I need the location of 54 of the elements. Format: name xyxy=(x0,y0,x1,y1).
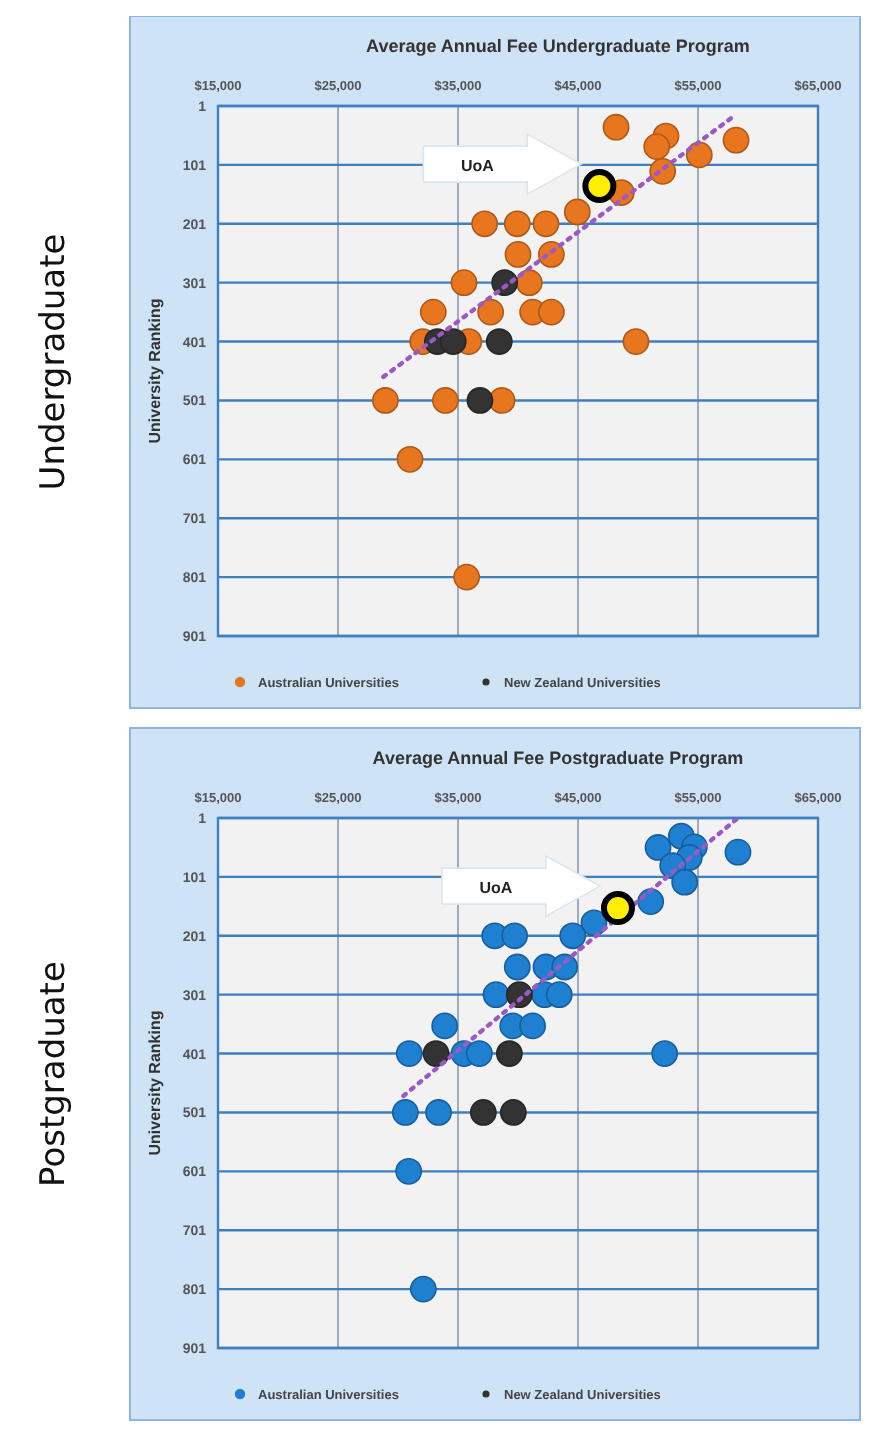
point xyxy=(501,922,529,950)
text: Undergraduate xyxy=(34,233,74,491)
point xyxy=(395,1157,423,1185)
point xyxy=(495,1040,523,1067)
point xyxy=(499,1099,527,1126)
point xyxy=(395,1040,423,1067)
point xyxy=(465,1040,493,1067)
point xyxy=(431,1012,459,1040)
point xyxy=(545,981,573,1009)
chart-title: Average Annual Fee Postgraduate Program xyxy=(372,748,744,768)
point xyxy=(644,834,672,861)
y-axis-title: University Ranking xyxy=(146,298,164,444)
point xyxy=(685,141,713,169)
annotation: UoA xyxy=(460,157,495,176)
point xyxy=(422,1040,450,1067)
point xyxy=(409,1275,437,1303)
point xyxy=(469,1099,497,1126)
point xyxy=(600,891,635,926)
point xyxy=(563,198,591,226)
point xyxy=(602,113,630,141)
point xyxy=(439,328,467,355)
point xyxy=(532,210,560,238)
point xyxy=(466,387,494,414)
point xyxy=(372,387,399,414)
point xyxy=(503,210,531,238)
text: Postgraduate xyxy=(34,961,74,1187)
y-axis-title: University Ranking xyxy=(146,1010,164,1156)
point xyxy=(722,126,750,154)
point xyxy=(503,953,531,981)
point xyxy=(432,387,459,414)
point xyxy=(515,269,543,297)
point xyxy=(450,269,478,297)
point xyxy=(651,1040,679,1067)
point xyxy=(453,563,481,591)
point xyxy=(488,387,516,414)
point xyxy=(519,1012,547,1040)
point xyxy=(643,133,671,161)
point xyxy=(471,210,499,238)
point xyxy=(477,298,505,326)
point xyxy=(419,298,447,326)
chart-title: Average Annual Fee Undergraduate Program xyxy=(366,36,750,56)
point xyxy=(582,169,617,204)
point xyxy=(622,328,650,355)
point xyxy=(482,981,510,1009)
annotation: UoA xyxy=(479,879,513,898)
point xyxy=(396,445,424,473)
point xyxy=(537,298,565,326)
point xyxy=(391,1099,419,1126)
point xyxy=(671,868,699,896)
point xyxy=(504,241,532,268)
point xyxy=(485,328,513,355)
point xyxy=(559,922,587,950)
point xyxy=(724,838,752,866)
point xyxy=(425,1099,452,1126)
